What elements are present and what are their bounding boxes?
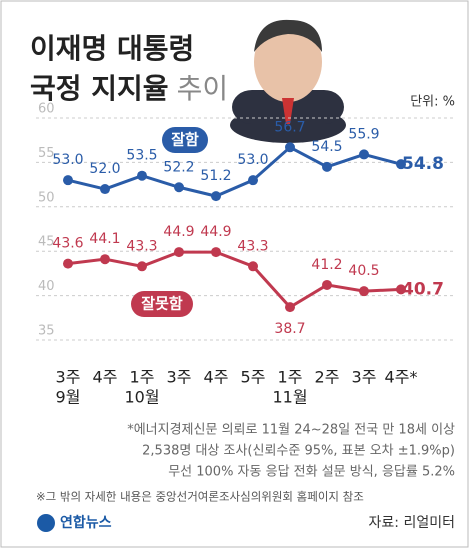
point [174, 247, 184, 257]
point [359, 149, 369, 159]
legend-label: 잘함 [171, 131, 199, 149]
x-tick-label: 5주 [241, 368, 266, 387]
x-tick-label: 1주 [278, 368, 303, 387]
x-tick-label: 4주* [385, 368, 418, 387]
value-label: 43.3 [126, 238, 157, 254]
x-tick-label: 3주 [352, 368, 377, 387]
value-label: 53.0 [52, 152, 83, 168]
value-label: 54.5 [311, 139, 342, 155]
x-tick-label: 1주 [130, 368, 155, 387]
value-label: 38.7 [274, 321, 305, 337]
value-label: 51.2 [200, 168, 231, 184]
point [248, 175, 258, 185]
x-tick-label: 4주 [93, 368, 118, 387]
chart: 이재명 대통령 국정 지지율추이 단위: % *에너지경제신문 의뢰로 11월 … [0, 0, 469, 548]
value-label: 55.9 [348, 126, 379, 142]
value-label: 53.0 [237, 152, 268, 168]
point [174, 182, 184, 192]
y-tick-label: 40 [38, 279, 55, 294]
note: *에너지경제신문 의뢰로 11월 24~28일 전국 만 18세 이상 [127, 423, 455, 438]
point [285, 302, 295, 312]
source: 자료: 리얼미터 [369, 515, 455, 531]
value-label: 40.7 [402, 279, 444, 299]
point [100, 254, 110, 264]
point [137, 261, 147, 271]
value-label: 43.3 [237, 238, 268, 254]
x-tick-label: 4주 [204, 368, 229, 387]
month-label: 11월 [272, 388, 307, 407]
chart-title: 이재명 대통령 [30, 32, 194, 65]
value-label: 44.1 [89, 231, 120, 247]
footnote: ※그 밖의 자세한 내용은 중앙선거여론조사심의위원회 홈페이지 참조 [36, 490, 364, 504]
value-label: 43.6 [52, 236, 83, 252]
value-label: 56.7 [274, 119, 305, 135]
y-tick-label: 35 [38, 324, 55, 339]
title-suffix: 추이 [177, 72, 229, 105]
point [211, 191, 221, 201]
point [285, 142, 295, 152]
month-label: 9월 [56, 388, 81, 407]
note: 2,538명 대상 조사(신뢰수준 95%, 표본 오차 ±1.9%p) [142, 444, 455, 459]
logo: 연합뉴스 [60, 514, 112, 531]
value-label: 41.2 [311, 257, 342, 273]
point [63, 259, 73, 269]
value-label: 53.5 [126, 148, 157, 164]
value-label: 44.9 [163, 224, 194, 240]
point [63, 175, 73, 185]
x-tick-label: 3주 [167, 368, 192, 387]
point [322, 280, 332, 290]
point [322, 162, 332, 172]
point [211, 247, 221, 257]
value-label: 40.5 [348, 263, 379, 279]
value-label: 52.2 [163, 159, 194, 175]
point [359, 286, 369, 296]
point [100, 184, 110, 194]
x-tick-label: 2주 [315, 368, 340, 387]
point [248, 261, 258, 271]
logo-icon [37, 514, 55, 532]
title-line: 국정 지지율 [30, 72, 169, 105]
point [137, 171, 147, 181]
value-label: 44.9 [200, 224, 231, 240]
month-label: 10월 [124, 388, 159, 407]
unit: 단위: % [410, 95, 455, 110]
value-label: 52.0 [89, 161, 120, 177]
value-label: 54.8 [402, 154, 444, 174]
note: 무선 100% 자동 응답 전화 설문 방식, 응답률 5.2% [168, 465, 455, 480]
y-tick-label: 60 [38, 102, 55, 117]
x-tick-label: 3주 [56, 368, 81, 387]
y-tick-label: 50 [38, 190, 55, 205]
legend-label: 잘못함 [141, 295, 183, 313]
